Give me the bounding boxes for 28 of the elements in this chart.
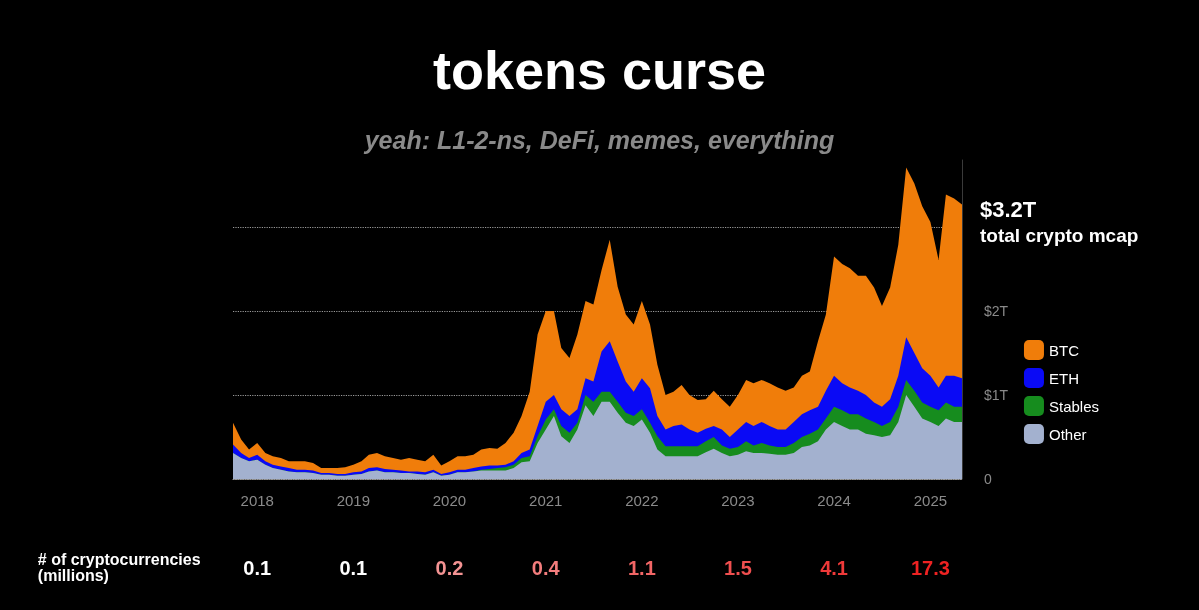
text: total crypto mcap (980, 225, 1139, 246)
text: # of cryptocurrencies (millions) (37, 550, 205, 584)
x-tick-label: 2021 (529, 492, 563, 509)
x-tick-label: 2020 (432, 492, 467, 509)
y-tick-label: $1T (984, 387, 1009, 404)
text: 0.4 (531, 557, 561, 579)
text: 0.1 (339, 557, 368, 579)
legend-label: BTC (1048, 341, 1080, 359)
text: 17.3 (910, 557, 950, 579)
y-tick-label: $2T (984, 303, 1009, 320)
legend-label: Stables (1048, 397, 1100, 415)
text: 1.5 (724, 557, 752, 579)
legend-label: Other (1048, 425, 1087, 443)
x-tick-label: 2019 (336, 492, 370, 509)
chart-subtitle: yeah: L1-2-ns, DeFi, memes, everything (362, 125, 835, 154)
x-tick-label: 2023 (721, 492, 755, 509)
x-tick-label: 2022 (625, 492, 659, 509)
text: 4.1 (820, 557, 848, 579)
text: 0.1 (243, 557, 272, 579)
x-tick-label: 2024 (817, 492, 851, 509)
text: 1.1 (627, 557, 656, 579)
x-tick-label: 2025 (913, 492, 948, 509)
legend-label: ETH (1048, 369, 1079, 387)
text: $3.2T (980, 196, 1037, 222)
chart-title: tokens curse (432, 40, 767, 100)
x-tick-label: 2018 (240, 492, 274, 509)
y-tick-label: 0 (984, 471, 992, 487)
text: 0.2 (435, 557, 464, 579)
